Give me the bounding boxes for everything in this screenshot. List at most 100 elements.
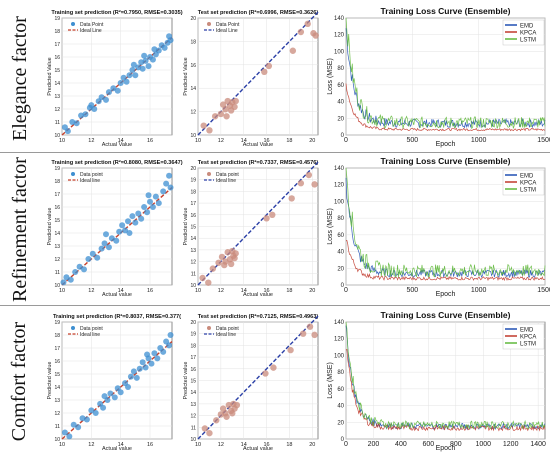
x-tick-label: 20: [309, 442, 315, 448]
data-point: [111, 394, 118, 401]
data-point: [270, 364, 277, 371]
y-tick-label: 20: [337, 116, 344, 122]
data-point: [126, 72, 133, 79]
data-point: [223, 413, 230, 420]
y-tick-label: 12: [54, 107, 60, 113]
x-tick-label: 16: [264, 288, 270, 294]
y-tick-label: 16: [54, 359, 60, 365]
y-tick-label: 13: [54, 244, 60, 250]
y-tick-label: 20: [337, 420, 344, 426]
legend-label: LSTM: [520, 342, 536, 348]
data-point: [261, 68, 268, 76]
data-point: [103, 231, 109, 238]
x-tick-label: 18: [286, 288, 292, 294]
data-point: [297, 28, 305, 36]
data-point: [88, 102, 95, 109]
y-tick-label: 18: [54, 333, 60, 339]
data-point: [98, 94, 105, 101]
legend-label: Ideal Line: [80, 28, 102, 34]
y-tick-label: 15: [190, 225, 196, 231]
chart-title: Training set prediction (R²=0.8037, RMSE…: [53, 313, 181, 320]
legend-label: LSTM: [520, 188, 536, 194]
x-tick-label: 12: [88, 442, 94, 448]
x-tick-label: 10: [195, 288, 201, 294]
data-point: [72, 269, 79, 275]
data-point: [154, 355, 161, 362]
data-point: [141, 52, 148, 59]
y-axis-label: Predicted value: [47, 208, 53, 246]
data-point: [311, 181, 318, 188]
data-point: [160, 348, 167, 355]
legend-label: KPCA: [520, 181, 536, 187]
data-point: [205, 279, 212, 286]
y-tick-label: 60: [337, 83, 344, 89]
x-tick-label: 20: [309, 288, 315, 294]
x-tick-label: 18: [286, 442, 292, 448]
y-tick-label: 17: [54, 346, 60, 352]
y-tick-label: 20: [190, 320, 196, 326]
legend-label: Data point: [80, 172, 103, 178]
data-point: [76, 263, 83, 270]
y-tick-label: 15: [54, 218, 60, 224]
ideal-line: [197, 315, 319, 440]
data-point: [130, 368, 137, 375]
y-tick-label: 18: [54, 179, 60, 185]
legend-label: EMD: [520, 328, 534, 334]
y-tick-label: 20: [337, 266, 344, 272]
data-point: [199, 274, 206, 282]
y-tick-label: 80: [337, 66, 344, 72]
data-point: [119, 222, 126, 229]
row-separator: [0, 152, 550, 153]
legend-label: Data point: [216, 326, 239, 332]
y-tick-label: 17: [190, 355, 196, 361]
legend-label: Data Point: [216, 22, 240, 28]
y-tick-label: 12: [54, 411, 60, 417]
y-tick-label: 14: [190, 86, 196, 92]
y-tick-label: 11: [55, 120, 60, 126]
data-point: [206, 429, 213, 437]
y-tick-label: 15: [190, 379, 196, 385]
data-point: [297, 180, 305, 187]
data-point: [100, 404, 107, 411]
x-tick-label: 10: [59, 442, 65, 448]
chart-title: Test set prediction (R²=0.7125, RMSE=0.4…: [198, 313, 319, 320]
x-axis-label: Actual value: [102, 292, 132, 298]
data-point: [304, 20, 311, 28]
data-point: [306, 323, 314, 330]
legend-marker: [207, 326, 211, 330]
data-point: [129, 67, 136, 73]
data-point: [64, 128, 71, 135]
data-point: [70, 421, 77, 428]
x-tick-label: 14: [118, 138, 124, 144]
x-axis-label: Actual Value: [102, 142, 132, 148]
legend-label: KPCA: [520, 335, 536, 341]
data-point: [114, 87, 121, 94]
y-tick-label: 19: [54, 320, 60, 326]
y-tick-label: 11: [191, 271, 196, 277]
legend-label: Ideal line: [80, 332, 100, 338]
data-point: [287, 346, 294, 354]
chart-title: Training Loss Curve (Ensemble): [381, 310, 511, 320]
legend-marker: [71, 22, 75, 26]
y-tick-label: 60: [337, 233, 344, 239]
data-point: [101, 240, 108, 247]
x-tick-label: 16: [147, 288, 153, 294]
y-tick-label: 10: [54, 437, 60, 443]
data-point: [117, 80, 124, 86]
x-tick-label: 18: [286, 138, 292, 144]
data-point: [151, 350, 158, 357]
data-point: [288, 195, 295, 202]
y-tick-label: 19: [54, 16, 60, 22]
data-point: [167, 37, 174, 44]
data-point: [110, 85, 117, 92]
data-point: [311, 331, 318, 339]
chart-title: Test set prediction (R²=0.7337, RMSE=0.4…: [198, 159, 319, 166]
data-point: [88, 407, 95, 414]
y-tick-label: 15: [54, 372, 60, 378]
data-point: [227, 260, 235, 268]
data-point: [233, 401, 241, 409]
legend-label: LSTM: [520, 38, 536, 44]
data-point: [151, 46, 158, 53]
